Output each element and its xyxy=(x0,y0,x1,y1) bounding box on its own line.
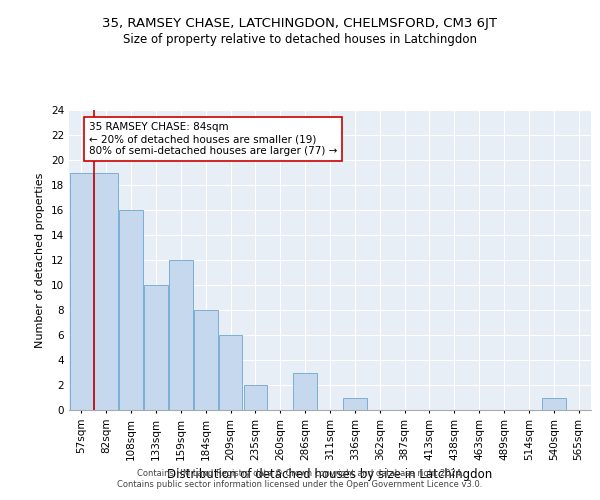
Y-axis label: Number of detached properties: Number of detached properties xyxy=(35,172,46,348)
Bar xyxy=(542,398,566,410)
Bar xyxy=(94,172,118,410)
Bar xyxy=(244,385,267,410)
Bar xyxy=(144,285,168,410)
Bar xyxy=(119,210,143,410)
Bar xyxy=(219,335,242,410)
Bar xyxy=(70,172,93,410)
Text: 35 RAMSEY CHASE: 84sqm
← 20% of detached houses are smaller (19)
80% of semi-det: 35 RAMSEY CHASE: 84sqm ← 20% of detached… xyxy=(89,122,337,156)
Text: Contains public sector information licensed under the Open Government Licence v3: Contains public sector information licen… xyxy=(118,480,482,489)
Bar xyxy=(343,398,367,410)
X-axis label: Distribution of detached houses by size in Latchingdon: Distribution of detached houses by size … xyxy=(167,468,493,481)
Text: Size of property relative to detached houses in Latchingdon: Size of property relative to detached ho… xyxy=(123,32,477,46)
Text: 35, RAMSEY CHASE, LATCHINGDON, CHELMSFORD, CM3 6JT: 35, RAMSEY CHASE, LATCHINGDON, CHELMSFOR… xyxy=(103,18,497,30)
Bar xyxy=(293,372,317,410)
Bar xyxy=(194,310,218,410)
Bar xyxy=(169,260,193,410)
Text: Contains HM Land Registry data © Crown copyright and database right 2024.: Contains HM Land Registry data © Crown c… xyxy=(137,468,463,477)
